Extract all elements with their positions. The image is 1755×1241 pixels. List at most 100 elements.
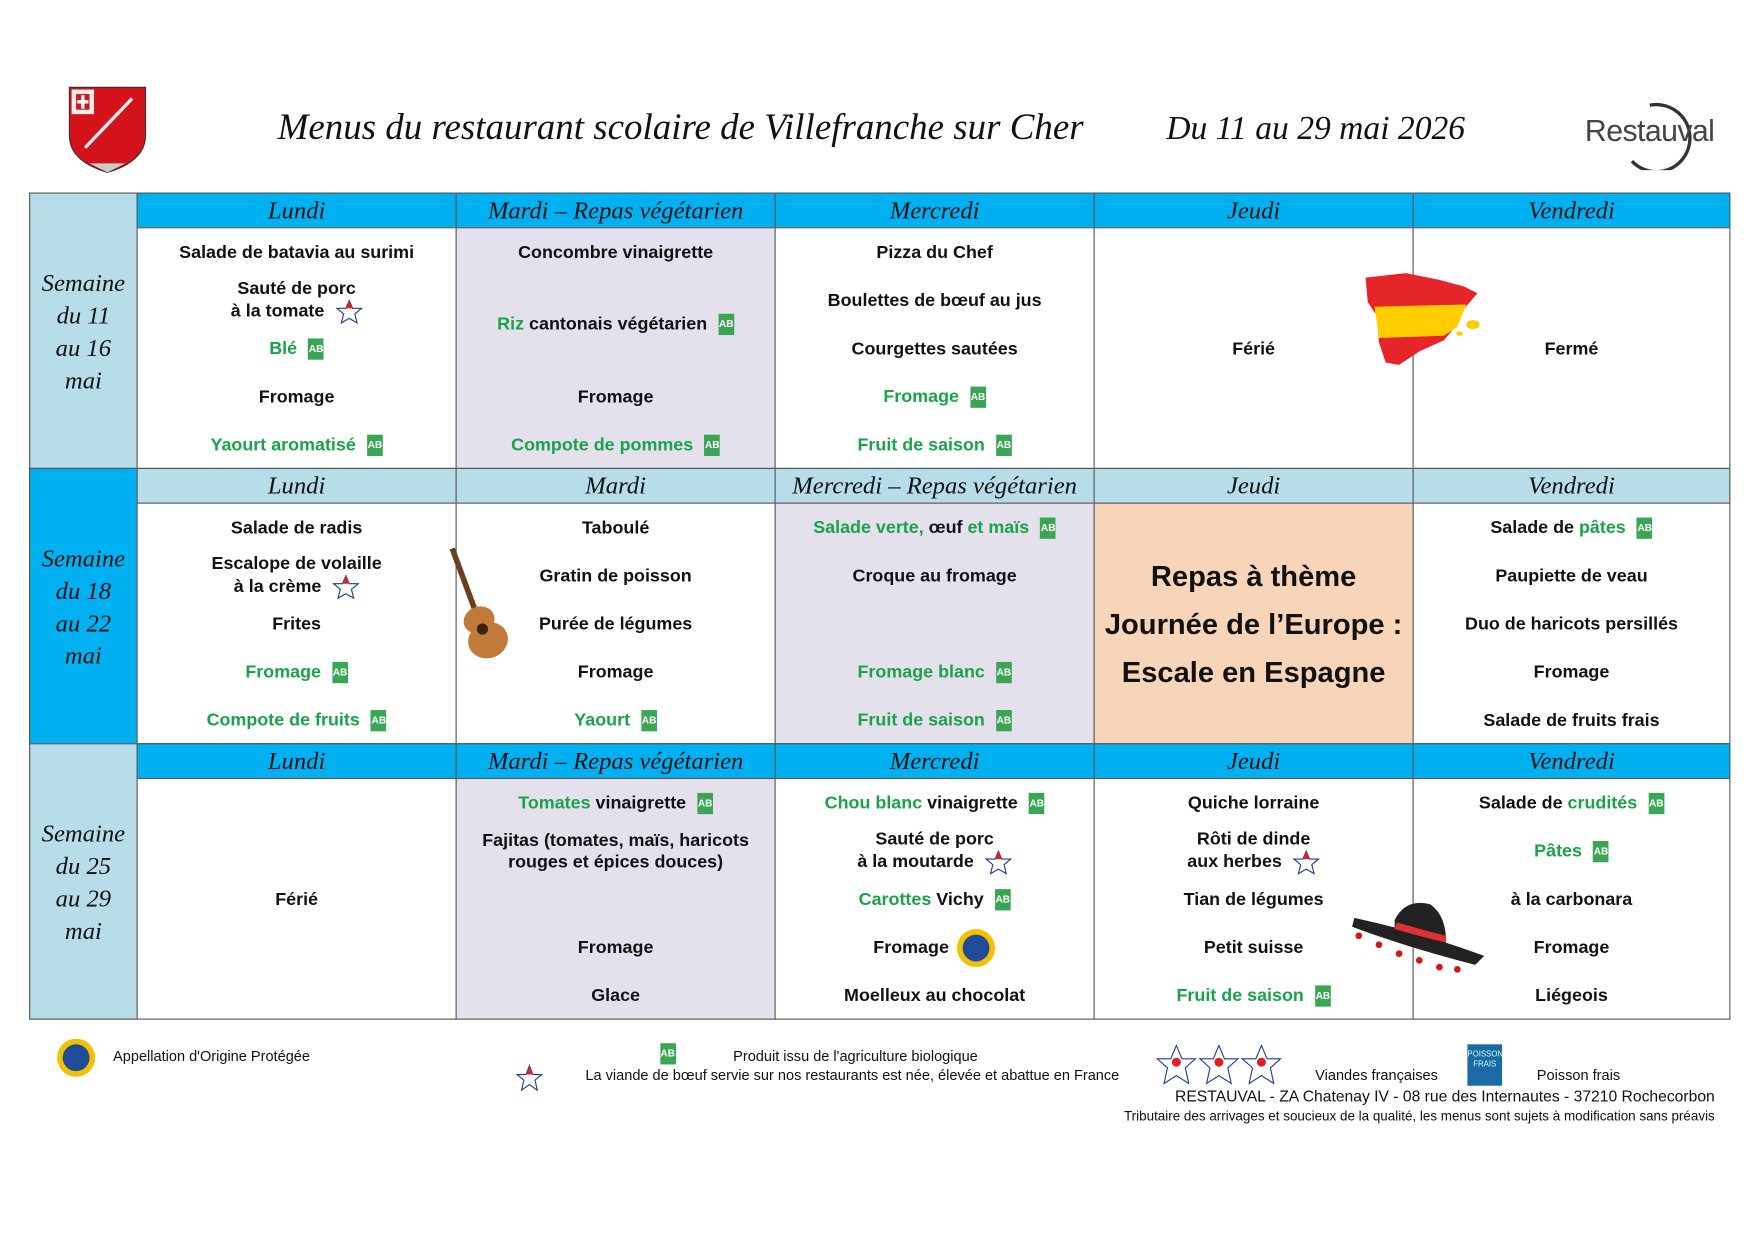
dish-text: Croque au fromage — [852, 566, 1017, 586]
menu-item: Fromage AB — [138, 661, 456, 683]
theme-title-line: Repas à thème — [1150, 558, 1357, 593]
week-label: Semaine du 11 au 16 mai — [29, 192, 138, 469]
menu-item: Frites — [138, 613, 456, 634]
menu-item: Fajitas (tomates, maïs, haricots rouges … — [457, 830, 775, 873]
bio-icon: AB — [994, 888, 1011, 911]
dish-text: Moelleux au chocolat — [844, 986, 1026, 1006]
dish-text: Fromage — [577, 387, 654, 407]
aop-icon — [956, 927, 996, 967]
dish-text: cantonais végétarien — [524, 314, 708, 334]
french-beef-label-icon — [515, 1064, 543, 1092]
bio-icon: AB — [718, 314, 735, 336]
menu-item: Escalope de volaille à la crème — [138, 553, 456, 599]
dish-text: Vichy — [931, 889, 984, 909]
dish-text: Tian de légumes — [1183, 889, 1324, 909]
day-menu-cell: Chou blanc vinaigrette AB Sauté de porc à … — [774, 777, 1095, 1020]
bio-icon: AB — [1648, 792, 1665, 814]
menu-item: Carottes Vichy AB — [776, 888, 1094, 911]
menu-item: Quiche lorraine — [1095, 792, 1413, 813]
dish-text: Salade de radis — [230, 518, 363, 538]
day-header: Mardi – Repas végétarien — [455, 192, 776, 229]
menu-item: Petit suisse — [1095, 937, 1413, 958]
organic-dish-text: Pâtes — [1534, 841, 1582, 861]
menu-item: Salade de crudités AB — [1414, 792, 1730, 814]
meat-legend: Viandes françaises — [1315, 1066, 1438, 1084]
bio-icon: AB — [308, 338, 324, 360]
menu-item: Riz cantonais végétarien AB — [457, 314, 775, 336]
day-menu-cell: Salade de crudités AB Pâtes AB à la carbonar… — [1412, 777, 1731, 1020]
bio-icon: AB — [370, 709, 387, 732]
day-header: Jeudi — [1093, 467, 1414, 504]
address: RESTAUVAL - ZA Chatenay IV - 08 rue des … — [1175, 1086, 1715, 1105]
menu-item: Férié — [1095, 338, 1413, 359]
day-header: Lundi — [136, 743, 457, 780]
menu-item: Croque au fromage — [776, 565, 1094, 586]
town-crest-logo — [68, 86, 147, 173]
page-title: Menus du restaurant scolaire de Villefra… — [277, 107, 1084, 148]
day-header: Vendredi — [1412, 467, 1731, 504]
dish-text: vinaigrette — [590, 793, 687, 813]
menu-item: Yaourt aromatisé AB — [138, 434, 456, 456]
organic-dish-text: Compote de fruits — [206, 710, 360, 730]
fish-legend: Poisson frais — [1536, 1066, 1621, 1084]
dish-text: Boulettes de bœuf au jus — [827, 291, 1042, 311]
menu-item: Salade de pâtes AB — [1414, 517, 1730, 539]
menu-item: Paupiette de veau — [1414, 565, 1730, 586]
theme-title-line: Escale en Espagne — [1121, 654, 1386, 689]
spain-map-icon — [1365, 273, 1480, 365]
dish-text: Concombre vinaigrette — [518, 242, 714, 262]
menu-item: Tian de légumes — [1095, 889, 1413, 910]
week-label: Semaine du 25 au 29 mai — [29, 743, 138, 1020]
menu-item: Rôti de dinde aux herbes — [1095, 828, 1413, 875]
menu-item: Purée de légumes — [457, 613, 775, 634]
dish-text: Liégeois — [1535, 986, 1608, 1006]
menu-item: à la carbonara — [1414, 889, 1730, 910]
menu-item: Pizza du Chef — [776, 242, 1094, 263]
day-menu-cell: Quiche lorraine Rôti de dinde aux herbes T… — [1093, 777, 1414, 1020]
dish-text: Quiche lorraine — [1187, 793, 1320, 813]
menu-item: Pâtes AB — [1414, 840, 1730, 863]
dish-text: Salade de fruits frais — [1483, 710, 1660, 730]
dish-text: Salade de — [1490, 518, 1579, 538]
menu-item: Sauté de porc à la moutarde — [776, 828, 1094, 875]
organic-dish-text: Salade verte, — [813, 518, 924, 538]
dish-text: Fromage — [1533, 937, 1610, 958]
dish-text: Glace — [591, 986, 641, 1006]
organic-dish-text: Blé — [269, 338, 298, 359]
logo-text: Restauval — [1584, 114, 1715, 148]
organic-dish-text: Tomates — [518, 793, 591, 813]
organic-dish-text: Fromage — [883, 387, 959, 407]
menu-item: Boulettes de bœuf au jus — [776, 290, 1094, 311]
french-meat-label-icon — [984, 849, 1013, 875]
dish-text: Fromage — [258, 387, 335, 407]
day-menu-cell: Salade de batavia au surimi Sauté de porc… — [136, 227, 457, 469]
menu-item: Fruit de saison AB — [776, 709, 1094, 732]
day-header: Vendredi — [1412, 192, 1731, 229]
menu-item: Compote de fruits AB — [138, 709, 456, 732]
menu-item: Yaourt AB — [457, 709, 775, 732]
bio-icon: AB — [1315, 985, 1331, 1007]
dish-text: Sauté de porc à la tomate — [230, 278, 356, 321]
menu-item: Blé AB — [138, 338, 456, 360]
organic-dish-text: Chou blanc — [824, 793, 923, 813]
menu-item: Salade de radis — [138, 517, 456, 538]
aop-legend: Appellation d'Origine Protégée — [113, 1047, 310, 1065]
menu-item: Salade verte, œuf et maïs AB — [776, 517, 1094, 539]
day-menu-cell: Concombre vinaigrette Riz cantonais végét… — [455, 227, 776, 469]
theme-title-line: Journée de l’Europe : — [1104, 606, 1403, 641]
dish-text: Fromage — [577, 662, 654, 682]
dish-text: œuf — [923, 518, 968, 538]
beef-legend: La viande de bœuf servie sur nos restaur… — [585, 1066, 1120, 1084]
menu-item: Gratin de poisson — [457, 565, 775, 586]
organic-dish-text: Yaourt aromatisé — [210, 435, 356, 455]
guitar-icon — [449, 547, 508, 659]
menu-item: Sauté de porc à la tomate — [138, 278, 456, 324]
day-header: Mardi – Repas végétarien — [455, 743, 776, 780]
dish-text: Escalope de volaille à la crème — [211, 554, 382, 596]
logo-ring-icon — [1630, 102, 1692, 171]
dish-text: Fajitas (tomates, maïs, haricots rouges … — [482, 831, 749, 872]
bio-icon: AB — [996, 709, 1012, 732]
bio-legend: Produit issu de l'agriculture biologique — [733, 1047, 978, 1065]
bio-icon: AB — [1636, 517, 1653, 539]
